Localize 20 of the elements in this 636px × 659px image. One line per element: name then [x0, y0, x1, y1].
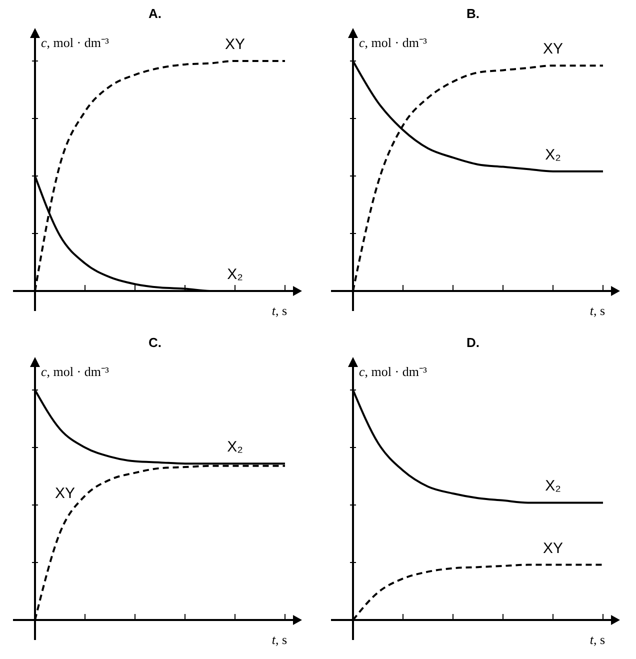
series-label: X₂ — [545, 146, 562, 164]
series-label: X₂ — [545, 478, 562, 495]
series-label: X₂ — [227, 266, 244, 283]
series-label: X₂ — [227, 438, 244, 456]
chart-title: C. — [148, 335, 162, 350]
chart-title: A. — [148, 6, 162, 21]
y-axis-title: c, mol · dm⁻³ — [359, 364, 427, 379]
chart-title: D. — [466, 335, 480, 350]
y-axis-title: c, mol · dm⁻³ — [359, 35, 427, 50]
series-label: XY — [224, 36, 246, 53]
series-label: XY — [54, 484, 75, 502]
x-axis-title: t, s — [590, 632, 605, 647]
y-axis-title: c, mol · dm⁻³ — [41, 364, 109, 379]
series-label: XY — [542, 40, 564, 58]
x-axis-title: t, s — [272, 303, 287, 318]
chart-title: B. — [466, 6, 480, 21]
x-axis-title: t, s — [590, 303, 605, 318]
series-label: XY — [542, 540, 564, 557]
x-axis-title: t, s — [272, 632, 287, 647]
y-axis-title: c, mol · dm⁻³ — [41, 35, 109, 50]
